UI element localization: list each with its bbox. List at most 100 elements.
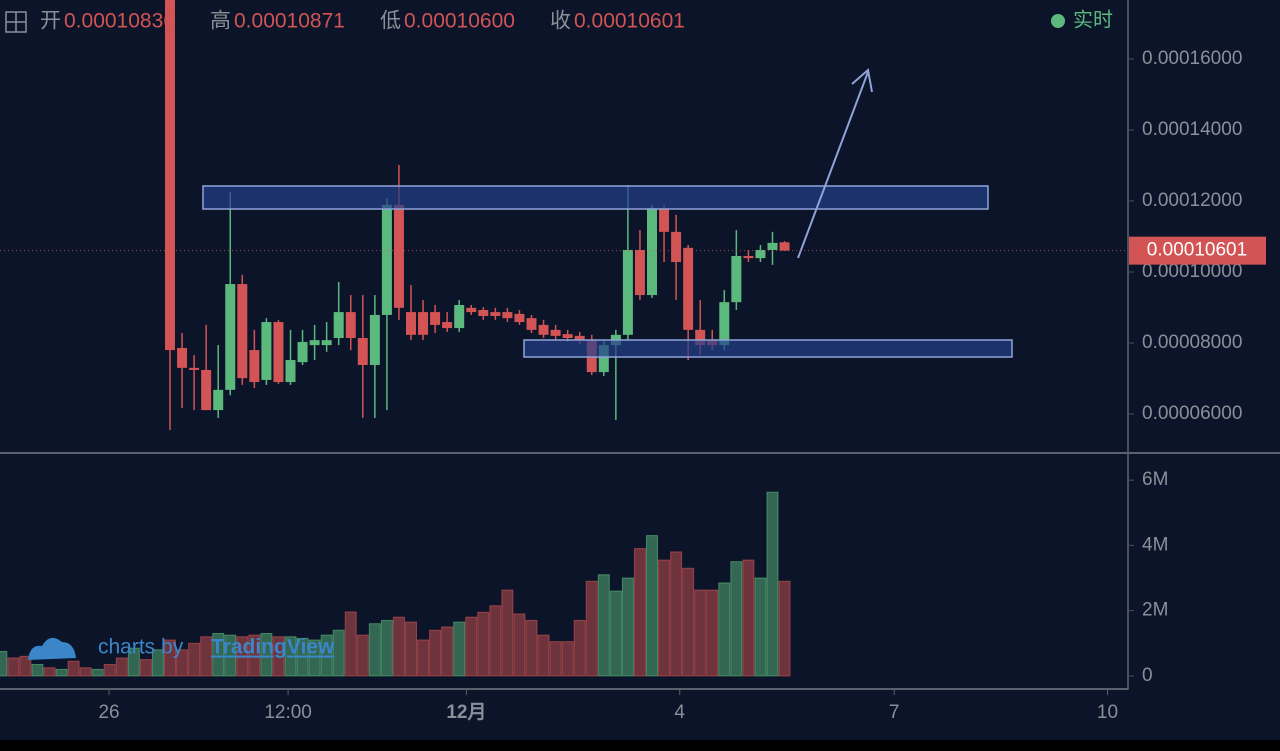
- x-tick-label: 10: [1097, 702, 1118, 723]
- x-tick-label: 4: [674, 702, 685, 723]
- volume-bar: [212, 633, 225, 677]
- trend-arrow: [797, 68, 873, 259]
- volume-bar: [561, 641, 574, 677]
- candle-body: [622, 249, 633, 335]
- candle-body: [285, 360, 296, 383]
- volume-bar: [537, 634, 550, 677]
- candle-body: [659, 208, 670, 232]
- readout-label: 低: [380, 10, 401, 33]
- volume-bar: [646, 535, 658, 677]
- volume-bar: [164, 639, 176, 677]
- volume-bar: [429, 629, 442, 677]
- volume-bar: [585, 580, 598, 677]
- volume-bar: [188, 642, 201, 677]
- candle-body: [333, 312, 344, 339]
- readout-value: 0.00010601: [574, 10, 685, 33]
- candle-body: [647, 208, 657, 296]
- candle-body: [755, 249, 766, 259]
- volume-bar: [139, 659, 152, 677]
- volume-bar: [296, 637, 309, 677]
- volume-bar: [501, 589, 514, 677]
- volume-bar: [525, 619, 538, 677]
- candle-body: [598, 345, 609, 373]
- status: 实时: [1073, 8, 1113, 31]
- candle-body: [478, 309, 489, 317]
- candle-body: [309, 340, 320, 346]
- x-tick-label: 26: [98, 702, 119, 723]
- volume-bar: [248, 634, 261, 677]
- candle-body: [526, 318, 537, 330]
- volume-bar: [633, 548, 646, 677]
- status-dot: [1051, 14, 1065, 28]
- candle-body: [671, 231, 682, 263]
- watermark-brand[interactable]: TradingView: [211, 636, 335, 659]
- resistance-box: [202, 185, 989, 210]
- crosshair-icon-lines: [6, 12, 26, 32]
- volume-bar: [405, 621, 417, 677]
- candle-body: [695, 329, 706, 346]
- volume-bar: [706, 589, 719, 677]
- candle-body: [550, 329, 561, 336]
- volume-bar: [236, 636, 249, 677]
- volume-pane: [0, 491, 791, 677]
- volume-bar: [718, 582, 731, 677]
- volume-bar: [344, 611, 357, 677]
- volume-bar: [778, 580, 791, 677]
- volume-bar: [694, 589, 707, 677]
- candle-body: [538, 324, 549, 335]
- y-tick-label: 0.00016000: [1142, 48, 1242, 69]
- volume-bar: [742, 559, 755, 677]
- candle-body: [683, 247, 694, 330]
- candle-body: [165, 0, 175, 351]
- candle-body: [177, 347, 188, 368]
- ohlc-readout: 开 0.00010836 高 0.00010871 低 0.00010600 收 0.0001…: [40, 10, 685, 33]
- readout-label: 收: [550, 10, 571, 33]
- volume-bar: [151, 649, 164, 677]
- header: 开 0.00010836 高 0.00010871 低 0.00010600 收 0.0001…: [5, 8, 1113, 33]
- volume-bar: [441, 626, 454, 677]
- candle-body: [418, 312, 429, 335]
- y2-tick-label: 2M: [1142, 600, 1168, 621]
- volume-bar: [392, 616, 405, 677]
- candle-body: [369, 314, 380, 366]
- volume-bar: [320, 634, 333, 677]
- x-tick-label: 7: [889, 702, 900, 723]
- volume-bar: [380, 619, 393, 677]
- volume-bar: [609, 590, 622, 677]
- volume-bar: [356, 634, 369, 677]
- volume-bar: [332, 629, 345, 677]
- y-tick-label: 0.00014000: [1142, 119, 1242, 140]
- volume-bar: [200, 636, 213, 677]
- candle-body: [297, 341, 308, 363]
- watermark-text: charts by: [98, 636, 184, 659]
- y-tick-label: 0.00010000: [1142, 261, 1242, 282]
- volume-bar: [597, 574, 610, 677]
- support-box: [523, 339, 1013, 358]
- candle-body: [779, 242, 790, 251]
- candle-body: [454, 305, 465, 329]
- candle-body: [442, 322, 453, 329]
- volume-bar: [103, 664, 116, 677]
- y2-tick-label: 6M: [1142, 469, 1168, 490]
- volume-bar: [31, 664, 44, 677]
- volume-bar: [489, 605, 502, 677]
- volume-bar: [19, 655, 32, 677]
- volume-bar: [621, 577, 634, 677]
- x-tick-label: 12月: [446, 702, 486, 723]
- watermark-logo: [28, 637, 76, 660]
- y2-tick-label: 4M: [1142, 534, 1168, 555]
- volume-bar: [308, 639, 321, 677]
- volume-bar: [55, 668, 68, 677]
- volume-bar: [67, 660, 80, 677]
- volume-bar: [0, 650, 8, 677]
- candle-body: [357, 338, 368, 366]
- watermark: charts by TradingView: [28, 636, 335, 660]
- readout-value: 0.00010600: [404, 10, 515, 33]
- candle-body: [743, 256, 754, 259]
- volume-bar: [284, 636, 297, 677]
- volume-bar: [477, 611, 490, 677]
- candle-body: [273, 322, 284, 383]
- candle-body: [249, 350, 260, 383]
